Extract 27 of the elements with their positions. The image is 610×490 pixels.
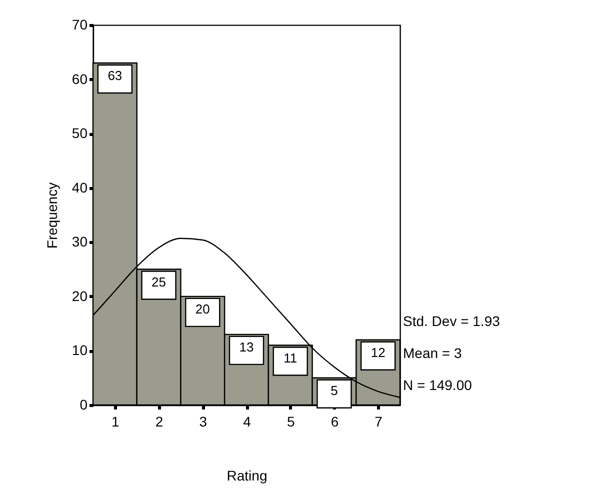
x-tick-label: 2 (155, 414, 164, 430)
data-label: 11 (284, 350, 298, 366)
y-tick-label: 40 (72, 179, 88, 196)
y-tick-label: 10 (72, 342, 88, 358)
y-tick-label: 60 (72, 70, 88, 87)
y-tick-label: 30 (72, 234, 88, 250)
data-label: 20 (195, 301, 210, 316)
x-tick-label: 7 (374, 414, 383, 430)
y-tick-label: 20 (72, 288, 88, 304)
data-label: 13 (239, 339, 254, 354)
text: Std. Dev = 1.93 (403, 313, 500, 329)
x-tick-label: 1 (112, 414, 120, 430)
y-axis-title: Frequency (44, 182, 60, 249)
data-label: 63 (108, 68, 122, 83)
x-tick-label: 3 (199, 414, 208, 430)
data-label: 12 (370, 344, 386, 360)
text: N = 149.00 (403, 377, 472, 393)
x-axis-title: Rating (226, 468, 268, 484)
y-tick-label: 70 (72, 16, 88, 32)
data-label: 5 (330, 382, 338, 398)
text: Mean = 3 (403, 345, 462, 361)
y-tick-label: 0 (80, 396, 88, 412)
y-tick-label: 50 (72, 125, 88, 142)
x-tick-label: 4 (243, 414, 252, 430)
x-tick-label: 6 (330, 414, 339, 430)
data-label: 25 (152, 274, 166, 290)
x-tick-label: 5 (286, 414, 295, 430)
